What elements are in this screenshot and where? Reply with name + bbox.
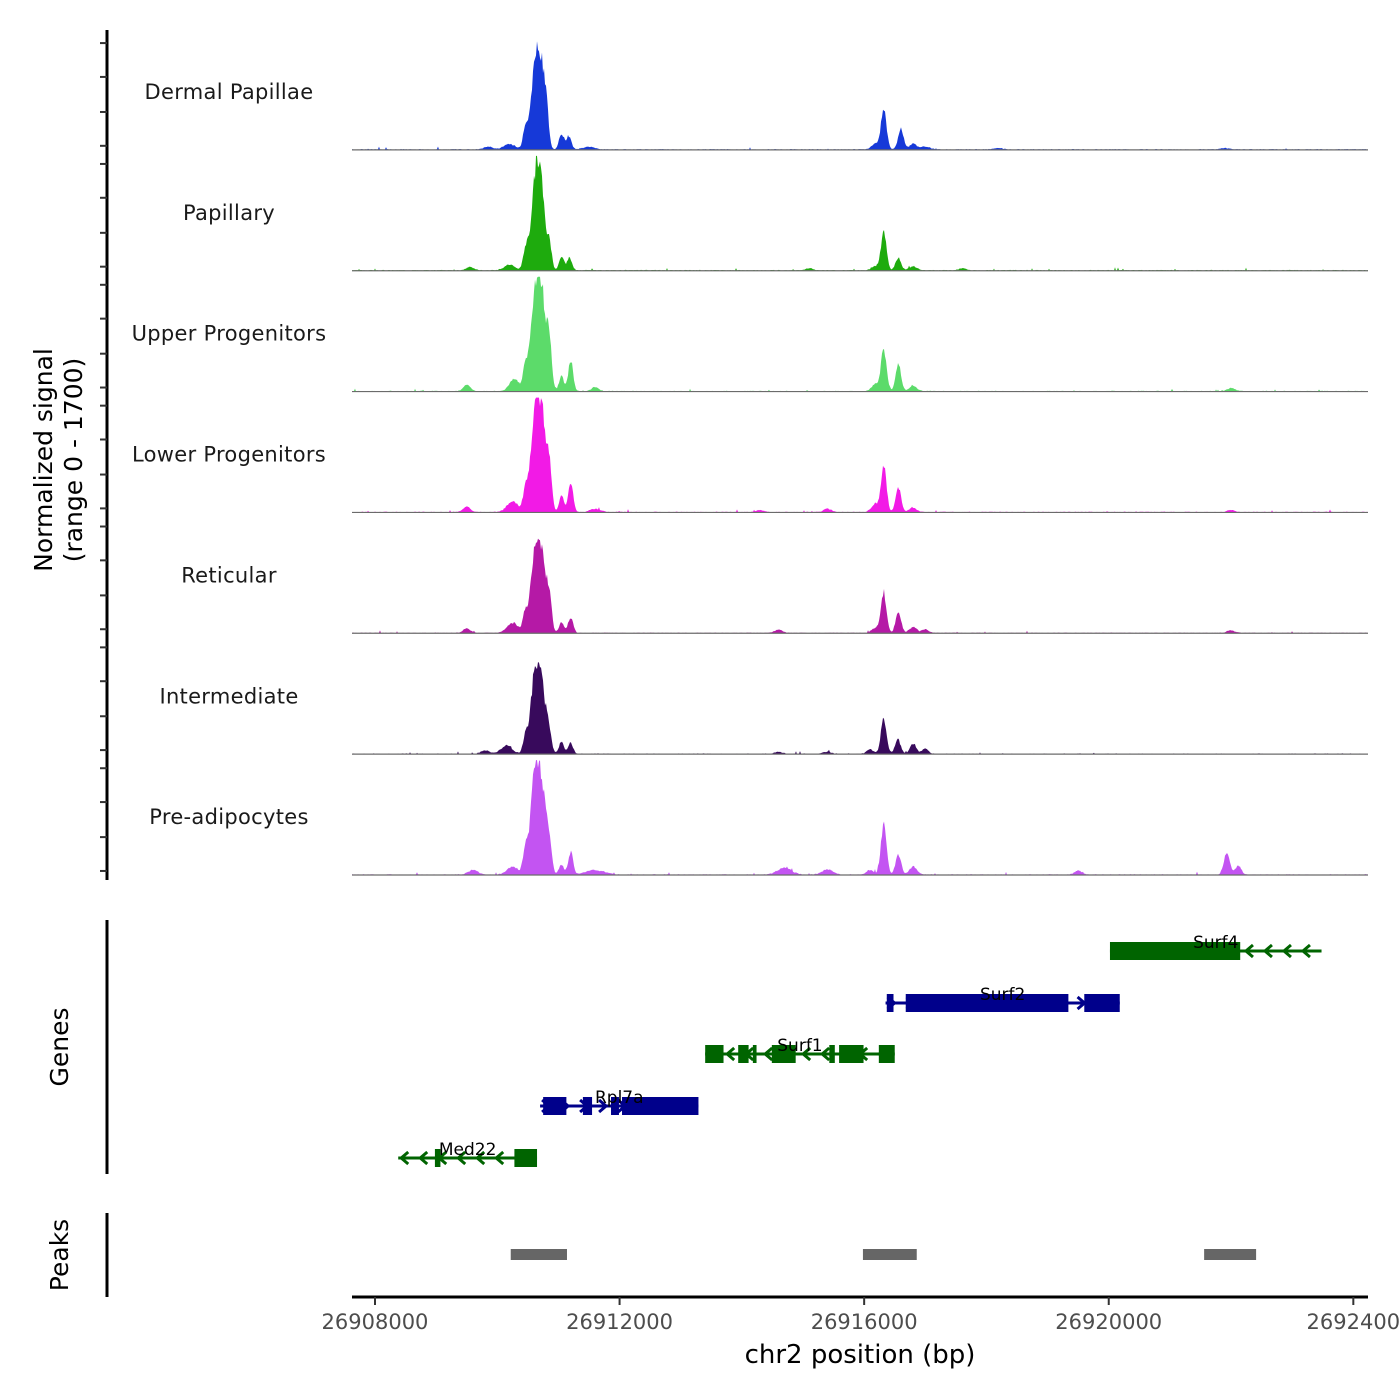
gene-exon <box>611 1097 619 1115</box>
gene-exon <box>905 994 1069 1012</box>
genes-track: Surf4 Surf2 Surf1 Rpl7a Med22 <box>398 933 1322 1167</box>
x-tick-label: 26908000 <box>322 1310 429 1334</box>
x-tick-label: 26920000 <box>1055 1310 1162 1334</box>
signal-area <box>352 41 1368 150</box>
track-pre-adipocytes: Pre-adipocytes <box>149 760 1368 876</box>
signal-area <box>352 397 1368 513</box>
track-label: Dermal Papillae <box>145 80 314 104</box>
signal-area <box>352 662 1368 755</box>
strand-arrow-icon <box>800 1046 812 1062</box>
gene-label: Surf4 <box>1193 933 1238 953</box>
signal-area <box>352 155 1368 271</box>
strand-arrow-icon <box>1300 943 1311 959</box>
gene-exon <box>771 1045 796 1063</box>
strand-arrow-icon <box>493 1150 505 1166</box>
strand-arrow-icon <box>1281 943 1292 959</box>
gene-exon <box>752 1045 757 1063</box>
track-lower-progenitors: Lower Progenitors <box>132 397 1368 514</box>
y-axis-title-line1: Normalized signal <box>29 348 58 572</box>
gene-exon <box>1084 994 1120 1012</box>
gene-label: Med22 <box>439 1140 497 1160</box>
x-tick-label: 26912000 <box>566 1310 673 1334</box>
strand-arrow-icon <box>819 1046 831 1062</box>
peak-region[interactable] <box>510 1249 567 1260</box>
signal-area <box>352 538 1368 634</box>
gene-exon <box>705 1045 724 1063</box>
track-upper-progenitors: Upper Progenitors <box>132 276 1368 393</box>
gene-exon <box>622 1097 699 1115</box>
gene-surf4[interactable]: Surf4 <box>1109 933 1322 960</box>
peak-region[interactable] <box>1204 1249 1257 1260</box>
x-axis: 26908000 26912000 26916000 26920000 2692400 <box>322 1295 1400 1334</box>
track-label: Pre-adipocytes <box>149 805 308 829</box>
track-dermal-papillae: Dermal Papillae <box>145 41 1368 151</box>
signal-area <box>352 276 1368 392</box>
strand-arrow-icon <box>724 1046 736 1062</box>
x-axis-title: chr2 position (bp) <box>745 1340 976 1370</box>
x-tick-label: 26916000 <box>811 1310 918 1334</box>
strand-arrow-icon <box>598 1098 609 1114</box>
strand-arrow-icon <box>417 1150 429 1166</box>
signal-tracks: Dermal Papillae Papillary Upper Progenitor… <box>132 41 1368 876</box>
gene-surf2[interactable]: Surf2 <box>885 985 1120 1012</box>
gene-exon <box>434 1149 441 1167</box>
track-papillary: Papillary <box>183 155 1368 272</box>
track-label: Lower Progenitors <box>132 443 326 467</box>
gene-label: Surf2 <box>980 985 1025 1005</box>
strand-arrow-icon <box>1243 943 1254 959</box>
peaks-panel-label: Peaks <box>45 1219 74 1291</box>
track-reticular: Reticular <box>181 538 1368 634</box>
gene-exon <box>839 1045 864 1063</box>
track-label: Intermediate <box>159 684 298 708</box>
signal-area <box>352 760 1368 875</box>
peaks-track <box>510 1249 1257 1260</box>
genes-panel-label: Genes <box>45 1007 74 1086</box>
gene-surf1[interactable]: Surf1 <box>705 1036 895 1063</box>
gene-exon <box>582 1097 593 1115</box>
strand-arrow-icon <box>1262 943 1273 959</box>
x-tick-label: 2692400 <box>1307 1310 1400 1334</box>
gene-label: Rpl7a <box>595 1088 644 1108</box>
gene-med22[interactable]: Med22 <box>398 1140 538 1167</box>
gene-exon <box>878 1045 895 1063</box>
strand-arrow-icon <box>398 1150 410 1166</box>
gene-exon <box>543 1097 567 1115</box>
gene-exon <box>1109 942 1241 960</box>
track-label: Upper Progenitors <box>132 322 327 346</box>
gene-exon <box>829 1045 835 1063</box>
gene-exon <box>738 1045 749 1063</box>
gene-rpl7a[interactable]: Rpl7a <box>540 1088 699 1115</box>
strand-arrow-icon <box>474 1150 486 1166</box>
track-intermediate: Intermediate <box>159 662 1368 755</box>
strand-arrow-icon <box>455 1150 467 1166</box>
track-label: Reticular <box>181 563 277 587</box>
peak-region[interactable] <box>862 1249 917 1260</box>
gene-label: Surf1 <box>777 1036 822 1056</box>
y-axis-title-line2: (range 0 - 1700) <box>59 358 88 563</box>
gene-exon <box>886 994 894 1012</box>
signal-y-axis <box>100 30 109 880</box>
strand-arrow-icon <box>762 1046 774 1062</box>
track-label: Papillary <box>183 201 275 225</box>
gene-exon <box>514 1149 538 1167</box>
